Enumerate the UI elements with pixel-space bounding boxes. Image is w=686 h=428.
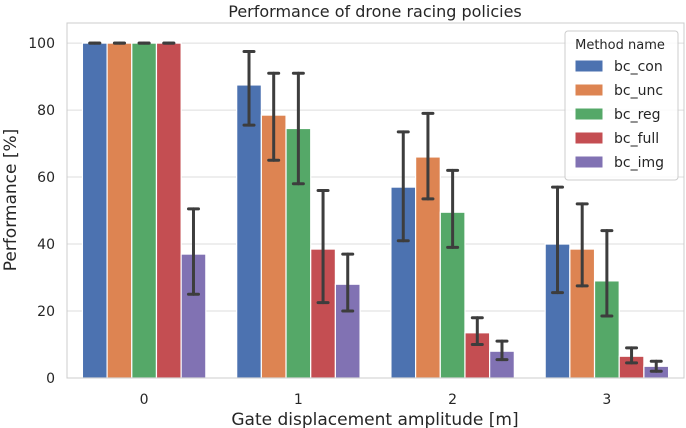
legend-label-bc_unc: bc_unc	[614, 83, 663, 99]
error-bar-bc_con-2	[396, 130, 410, 243]
x-tick-label: 0	[140, 392, 149, 408]
x-tick-label: 1	[294, 392, 303, 408]
bar-bc_unc-0	[106, 42, 133, 379]
y-tick-label: 0	[46, 371, 55, 387]
error-bar-bc_unc-3	[575, 202, 589, 288]
legend-swatch-bc_con	[574, 59, 604, 73]
y-tick-label: 60	[37, 170, 55, 186]
bar-bc_con-1	[236, 84, 262, 379]
error-bar-bc_reg-2	[446, 168, 460, 249]
error-bar-bc_con-3	[551, 185, 565, 295]
legend-title: Method name	[575, 38, 665, 53]
y-tick-label: 80	[37, 103, 55, 119]
x-tick-labels: 0 1 2 3	[140, 392, 612, 408]
error-bar-bc_con-1	[242, 49, 256, 127]
x-axis-label: Gate displacement amplitude [m]	[231, 410, 518, 428]
error-bar-bc_reg-3	[600, 229, 614, 318]
error-bar-bc_img-1	[341, 252, 355, 313]
x-tick-label: 2	[448, 392, 457, 408]
plot-frame	[66, 22, 685, 379]
bar-bc_full-0	[155, 42, 182, 379]
bar-bc_reg-3	[593, 280, 620, 379]
error-bar-bc_img-2	[495, 339, 509, 362]
legend-swatch-bc_full	[574, 131, 604, 145]
error-bar-bc_unc-1	[267, 71, 281, 162]
x-tick-label: 3	[602, 392, 611, 408]
legend-label-bc_con: bc_con	[614, 59, 663, 75]
error-bar-bc_full-2	[470, 316, 484, 347]
error-bar-bc_img-0	[186, 207, 200, 296]
legend-swatch-bc_unc	[574, 83, 604, 97]
legend-items: bc_con bc_unc bc_reg bc_full bc_img	[574, 59, 664, 171]
legend-swatch-bc_reg	[574, 107, 604, 121]
chart-title: Performance of drone racing policies	[228, 2, 522, 21]
bar-bc_con-0	[81, 42, 108, 379]
bars	[81, 42, 670, 379]
error-bars	[88, 41, 663, 373]
y-tick-labels: 0 20 40 60 80 100	[28, 36, 55, 387]
error-bar-bc_full-3	[625, 346, 639, 365]
error-bar-bc_full-1	[316, 188, 330, 305]
error-bar-bc_img-3	[649, 359, 663, 373]
legend-label-bc_img: bc_img	[614, 155, 664, 171]
y-axis-label: Performance [%]	[1, 129, 21, 272]
legend-label-bc_full: bc_full	[614, 131, 659, 147]
legend-label-bc_reg: bc_reg	[614, 107, 661, 123]
bar-bc_reg-0	[131, 42, 158, 379]
legend-swatch-bc_img	[574, 155, 604, 169]
legend: Method name bc_conbc_uncbc_regbc_fullbc_…	[564, 30, 679, 181]
error-bar-bc_reg-1	[291, 71, 305, 186]
y-tick-label: 20	[37, 304, 55, 320]
y-tick-label: 100	[28, 36, 55, 52]
y-tick-label: 40	[37, 237, 55, 253]
error-bar-bc_unc-2	[421, 111, 435, 201]
